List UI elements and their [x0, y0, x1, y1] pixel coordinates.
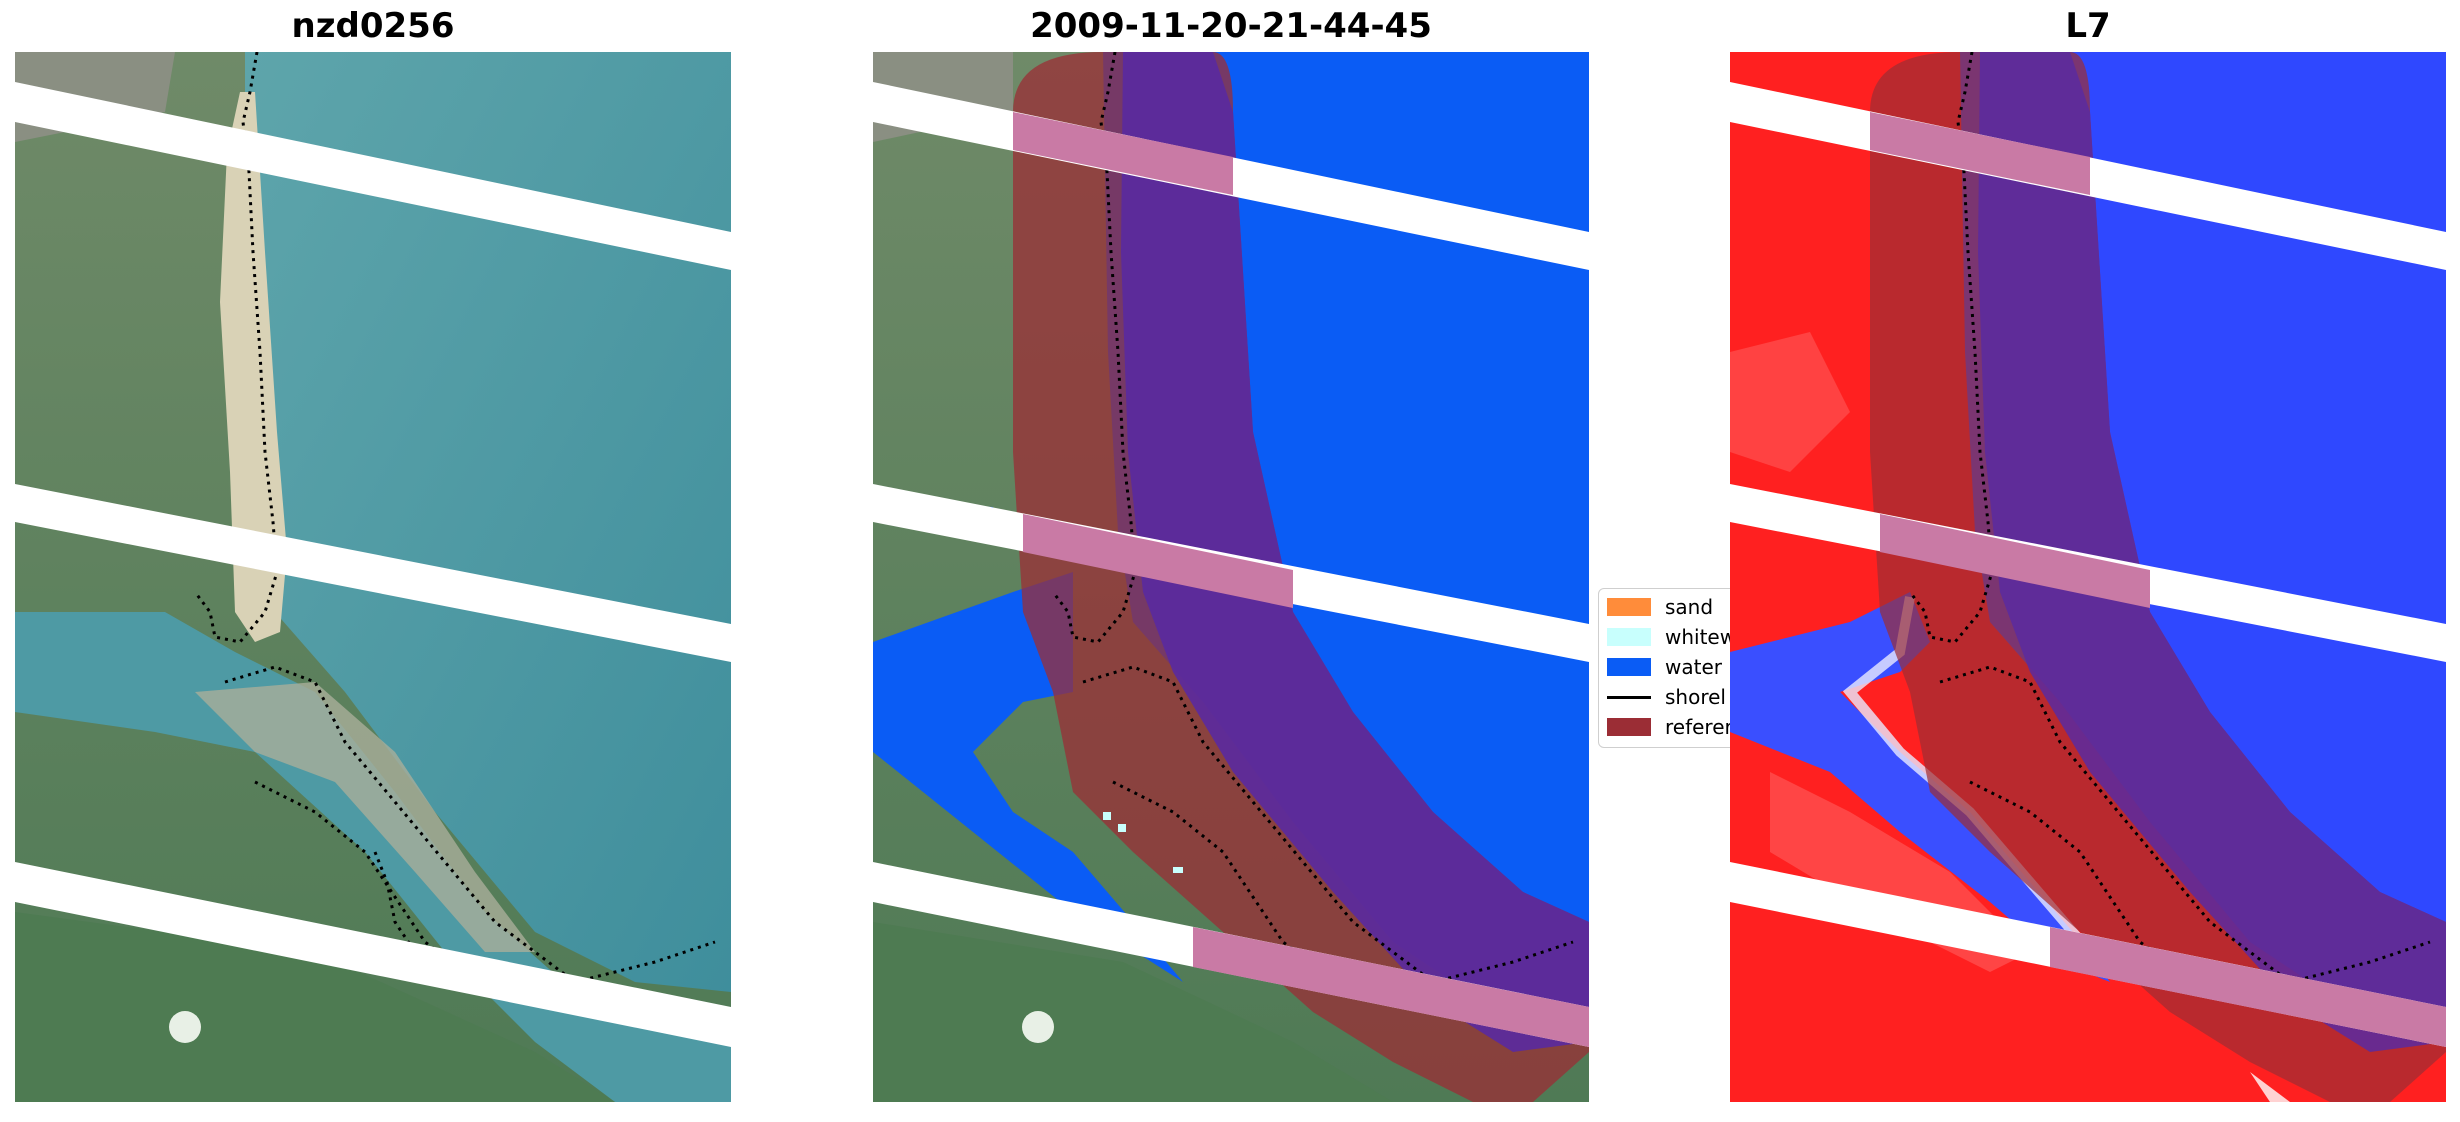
- legend-swatch-reference: [1607, 718, 1651, 736]
- panel-title-rgb: nzd0256: [291, 6, 455, 46]
- rgb-image: [15, 52, 731, 1102]
- legend: sand whitew water shorel referer: [1598, 588, 1740, 748]
- legend-label-sand: sand: [1665, 595, 1714, 619]
- legend-line-shoreline: [1607, 695, 1651, 699]
- legend-label-water: water: [1665, 655, 1722, 679]
- legend-swatch-whitewater: [1607, 628, 1651, 646]
- index-panel: [1730, 52, 2446, 1102]
- panel-title-classification: 2009-11-20-21-44-45: [1030, 6, 1432, 46]
- classification-image: [873, 52, 1589, 1102]
- rgb-image-panel: [15, 52, 731, 1102]
- panel-title-index: L7: [2065, 6, 2111, 46]
- legend-label-reference: referer: [1665, 715, 1733, 739]
- legend-label-whitewater: whitew: [1665, 625, 1737, 649]
- classification-panel: [873, 52, 1589, 1102]
- legend-swatch-water: [1607, 658, 1651, 676]
- index-image: [1730, 52, 2446, 1102]
- legend-swatch-sand: [1607, 598, 1651, 616]
- legend-label-shoreline: shorel: [1665, 685, 1726, 709]
